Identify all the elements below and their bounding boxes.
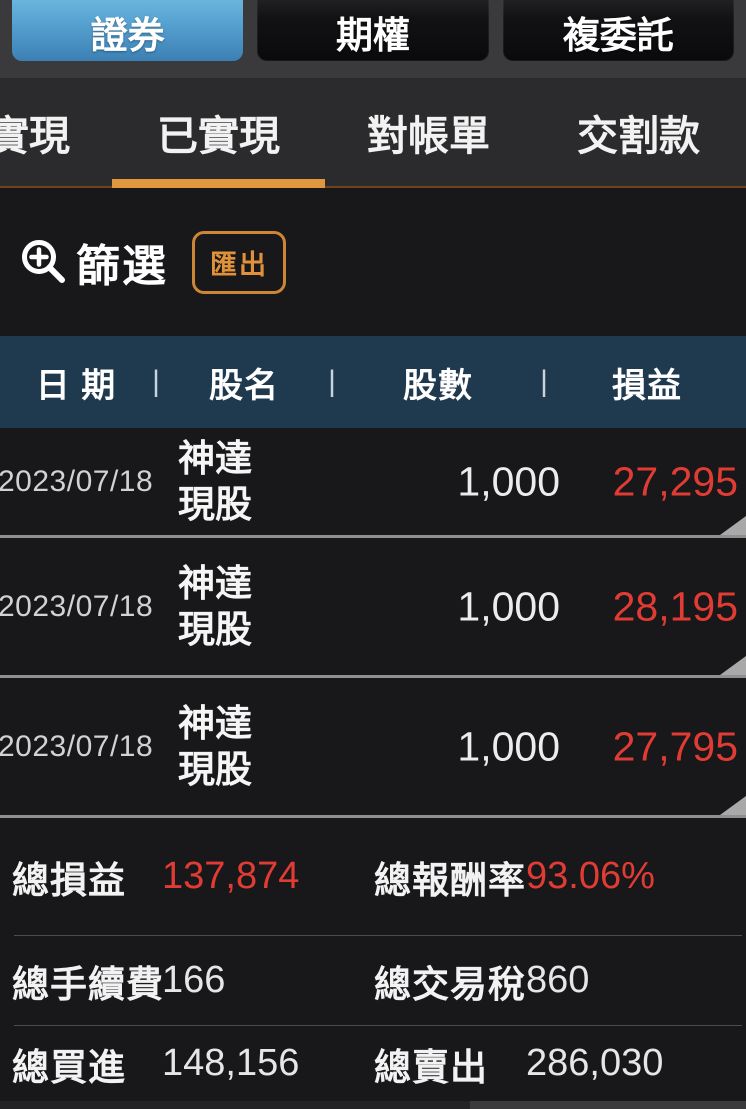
tab-sub-brokerage[interactable]: 複委託 — [502, 0, 734, 61]
summary-row-fees: 總手續費 166 總交易稅 860 — [0, 936, 746, 1025]
summary-row-totals: 總損益 137,874 總報酬率 93.06% — [0, 818, 746, 935]
table-row[interactable]: 2023/07/18 神達 現股 1,000 27,795 — [0, 678, 746, 818]
total-sell-label: 總賣出 — [374, 1046, 488, 1088]
table-row[interactable]: 2023/07/18 神達 現股 1,000 27,295 — [0, 428, 746, 538]
zoom-in-icon — [18, 236, 70, 288]
stock-name: 神達 — [178, 702, 252, 744]
filter-label: 篩選 — [76, 242, 168, 291]
cell-profit: 27,295 — [612, 458, 738, 504]
export-button[interactable]: 匯出 — [192, 230, 286, 294]
header-profit-loss: 損益 — [612, 366, 682, 405]
header-separator: | — [328, 365, 336, 398]
summary-divider — [14, 935, 742, 936]
expand-corner-icon[interactable] — [720, 796, 746, 815]
table-row[interactable]: 2023/07/18 神達 現股 1,000 28,195 — [0, 538, 746, 678]
header-shares: 股數 — [403, 366, 473, 405]
cell-date: 2023/07/18 — [0, 464, 154, 498]
report-tab-bar: 實現 已實現 對帳單 交割款 — [0, 78, 746, 188]
total-fee-label: 總手續費 — [12, 963, 164, 1005]
tab-securities[interactable]: 證券 — [12, 0, 244, 61]
header-stock-name: 股名 — [209, 366, 279, 405]
account-type-tab-bar: 證券 期權 複委託 — [0, 0, 746, 78]
total-sell-value: 286,030 — [526, 1042, 664, 1084]
total-return-rate-value: 93.06% — [526, 855, 655, 897]
tab-unrealized-partial[interactable]: 實現 — [0, 113, 70, 159]
cell-profit: 28,195 — [612, 583, 738, 629]
tab-realized[interactable]: 已實現 — [157, 113, 280, 159]
trade-type: 現股 — [178, 748, 252, 790]
trade-type: 現股 — [178, 483, 252, 525]
header-separator: | — [540, 365, 548, 398]
header-separator: | — [152, 365, 160, 398]
expand-corner-icon[interactable] — [720, 656, 746, 675]
tab-options[interactable]: 期權 — [257, 0, 489, 61]
bottom-strip-left — [0, 1101, 470, 1109]
summary-row-buy-sell: 總買進 148,156 總賣出 286,030 — [0, 1026, 746, 1101]
cell-profit: 27,795 — [612, 723, 738, 769]
total-buy-value: 148,156 — [162, 1042, 300, 1084]
header-date: 日 期 — [35, 366, 117, 405]
total-fee-value: 166 — [162, 959, 226, 1001]
total-profit-value: 137,874 — [162, 855, 300, 897]
filter-button[interactable]: 篩選 — [18, 230, 168, 294]
stock-name: 神達 — [178, 437, 252, 479]
total-tax-label: 總交易稅 — [374, 963, 526, 1005]
total-profit-label: 總損益 — [12, 859, 126, 901]
cell-shares: 1,000 — [457, 458, 560, 504]
bottom-edge-strip — [0, 1101, 746, 1109]
tab-statement[interactable]: 對帳單 — [367, 113, 490, 159]
total-tax-value: 860 — [526, 959, 590, 1001]
bottom-strip-right[interactable] — [470, 1101, 746, 1109]
cell-stock-name: 神達 現股 — [178, 701, 252, 793]
summary-divider — [14, 1025, 742, 1026]
cell-stock-name: 神達 現股 — [178, 561, 252, 653]
cell-date: 2023/07/18 — [0, 589, 154, 623]
table-header: 日 期 | 股名 | 股數 | 損益 — [0, 336, 746, 428]
total-buy-label: 總買進 — [12, 1046, 126, 1088]
cell-stock-name: 神達 現股 — [178, 436, 252, 528]
cell-date: 2023/07/18 — [0, 729, 154, 763]
active-tab-underline — [112, 179, 325, 188]
toolbar: 篩選 匯出 — [0, 188, 746, 336]
expand-corner-icon[interactable] — [720, 516, 746, 535]
total-return-rate-label: 總報酬率 — [374, 859, 526, 901]
trade-type: 現股 — [178, 608, 252, 650]
stock-name: 神達 — [178, 562, 252, 604]
tab-settlement[interactable]: 交割款 — [577, 113, 700, 159]
cell-shares: 1,000 — [457, 723, 560, 769]
cell-shares: 1,000 — [457, 583, 560, 629]
